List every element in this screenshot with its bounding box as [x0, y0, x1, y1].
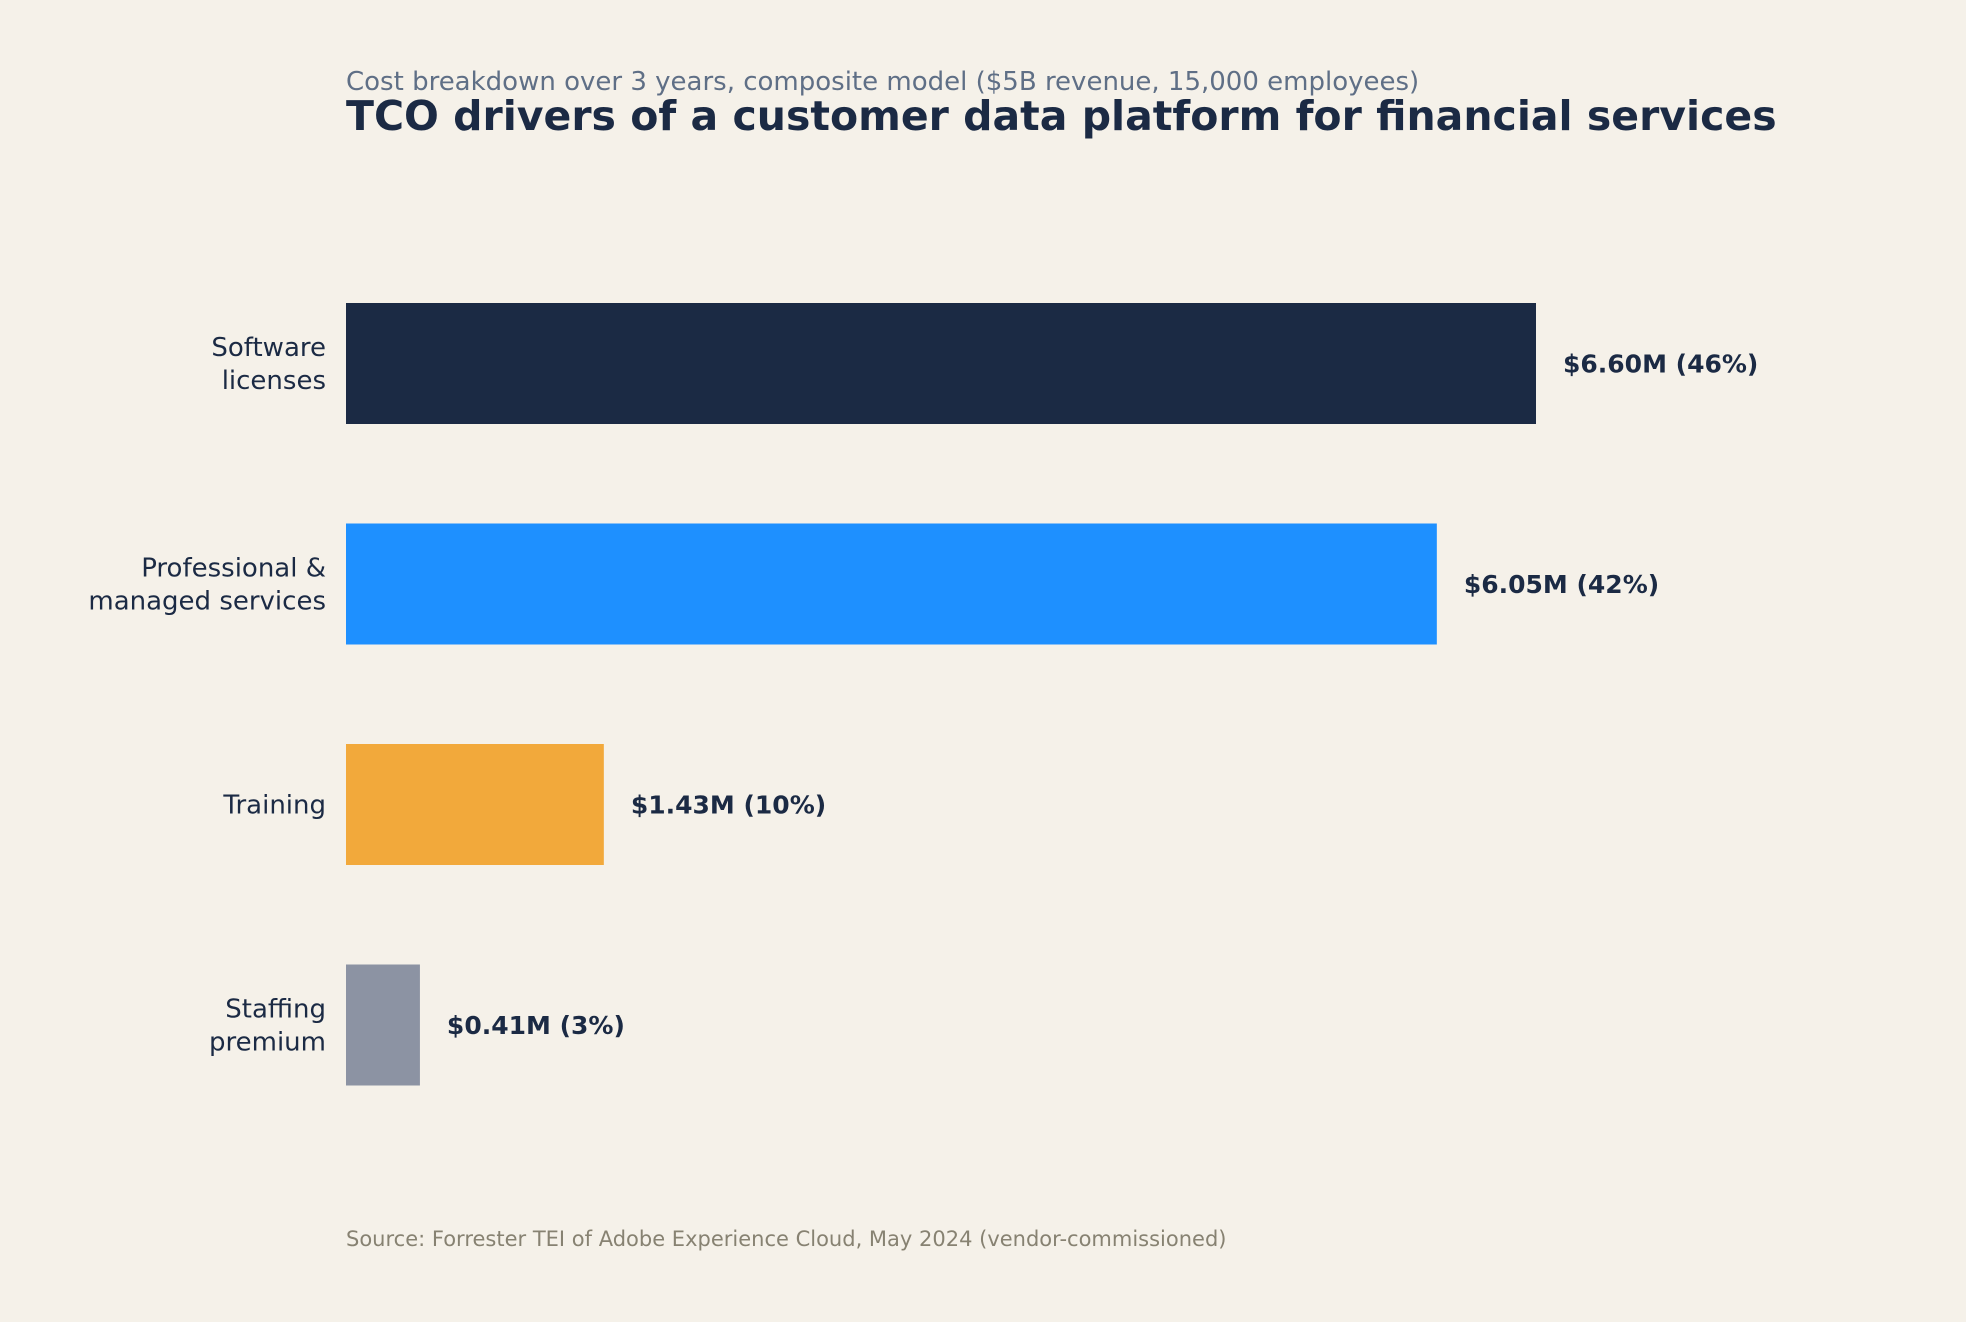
value-label-3: $0.41M (3%): [447, 1011, 625, 1040]
bar-1: [346, 523, 1437, 645]
category-label-1: Professional & managed services: [88, 554, 326, 617]
bar-3: [346, 964, 420, 1086]
bar-0: [346, 303, 1536, 424]
bar-group: $6.60M (46%) Software licenses $6.05M (42%)…: [88, 303, 1758, 1086]
bar-2: [346, 744, 604, 865]
category-label-line: Staffing: [225, 995, 326, 1025]
value-label-0: $6.60M (46%): [1563, 350, 1758, 379]
category-label-line: Training: [222, 791, 326, 821]
category-label-0: Software licenses: [211, 333, 326, 396]
chart-title: TCO drivers of a customer data platform …: [346, 92, 1777, 140]
category-label-line: licenses: [222, 366, 326, 396]
value-label-1: $6.05M (42%): [1464, 570, 1659, 599]
category-label-2: Training: [222, 791, 326, 821]
category-label-line: managed services: [88, 587, 326, 617]
category-label-line: Software: [211, 333, 326, 363]
category-label-line: premium: [209, 1028, 326, 1058]
category-label-line: Professional &: [141, 554, 326, 584]
category-label-3: Staffing premium: [209, 995, 326, 1058]
chart-subtitle: Cost breakdown over 3 years, composite m…: [346, 67, 1419, 97]
chart-source-note: Source: Forrester TEI of Adobe Experienc…: [346, 1227, 1226, 1251]
value-label-2: $1.43M (10%): [631, 791, 826, 820]
